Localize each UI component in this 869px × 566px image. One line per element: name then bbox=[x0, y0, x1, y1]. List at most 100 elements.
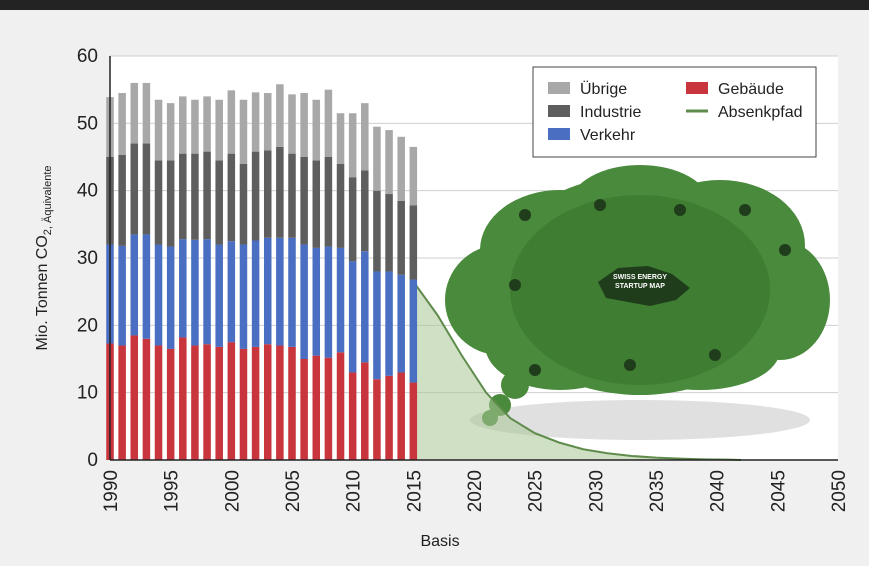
y-tick-label: 40 bbox=[77, 181, 98, 202]
bar-brige-2010 bbox=[348, 113, 357, 178]
bar-gebude-2014 bbox=[397, 372, 405, 460]
x-axis-title: Basis bbox=[420, 533, 459, 550]
stacked-bars bbox=[106, 82, 418, 460]
bar-brige-2005 bbox=[288, 94, 296, 154]
map-category-dot bbox=[594, 199, 606, 211]
x-tick-label: 2000 bbox=[222, 470, 243, 512]
legend: Übrige Gebäude Industrie Absenkpfad Verkehr bbox=[532, 66, 817, 158]
x-tick-labels: 1990 1995 2000 2005 2010 2015 2020 2025 2030 2035… bbox=[101, 470, 850, 512]
bar-gebude-2010 bbox=[348, 372, 357, 460]
bar-gebude-2000 bbox=[227, 342, 236, 460]
map-title-line1: SWISS ENERGY bbox=[613, 274, 667, 281]
map-category-dot bbox=[779, 244, 791, 256]
bar-industrie-2007 bbox=[312, 160, 321, 248]
bar-verkehr-1996 bbox=[179, 239, 187, 338]
bar-industrie-2008 bbox=[324, 157, 333, 247]
bar-gebude-2009 bbox=[336, 352, 345, 460]
map-bubble bbox=[501, 371, 529, 399]
bar-industrie-2003 bbox=[263, 150, 272, 238]
bar-industrie-2004 bbox=[276, 146, 284, 238]
bar-verkehr-2010 bbox=[348, 261, 357, 373]
y-tick-label: 20 bbox=[77, 315, 98, 336]
bar-brige-2015 bbox=[409, 146, 418, 206]
bar-gebude-1991 bbox=[118, 345, 126, 460]
bar-gebude-2015 bbox=[409, 382, 418, 460]
bar-brige-1992 bbox=[130, 82, 139, 144]
bar-gebude-2001 bbox=[239, 348, 248, 460]
legend-swatch bbox=[548, 105, 570, 117]
bar-verkehr-2008 bbox=[324, 246, 333, 358]
bar-brige-2001 bbox=[239, 99, 248, 164]
bar-brige-1995 bbox=[166, 103, 175, 161]
y-tick-label: 10 bbox=[77, 383, 98, 404]
bar-verkehr-1994 bbox=[154, 244, 163, 346]
bar-brige-2009 bbox=[336, 113, 345, 164]
bar-industrie-1997 bbox=[191, 153, 199, 240]
bar-brige-1996 bbox=[179, 96, 187, 154]
bar-verkehr-1993 bbox=[142, 234, 151, 339]
bar-verkehr-2005 bbox=[288, 237, 296, 347]
bar-industrie-2002 bbox=[251, 151, 260, 241]
absenkpfad-fill bbox=[413, 281, 741, 460]
bar-industrie-1995 bbox=[166, 160, 175, 247]
bar-industrie-2014 bbox=[397, 200, 405, 275]
bar-verkehr-2009 bbox=[336, 247, 345, 353]
map-category-dot bbox=[674, 204, 686, 216]
y-axis-title: Mio. Tonnen CO2, Äquivalente bbox=[34, 165, 54, 350]
bar-brige-1993 bbox=[142, 82, 151, 144]
y-tick-label: 30 bbox=[77, 248, 98, 269]
x-tick-label: 1995 bbox=[162, 470, 183, 512]
bar-industrie-2010 bbox=[348, 177, 357, 262]
map-category-dot bbox=[739, 204, 751, 216]
bar-brige-1997 bbox=[191, 99, 199, 154]
bar-industrie-1991 bbox=[118, 154, 126, 246]
bar-brige-1991 bbox=[118, 93, 126, 155]
bar-gebude-2006 bbox=[300, 359, 308, 460]
bar-verkehr-1991 bbox=[118, 245, 126, 346]
y-tick-label: 50 bbox=[77, 113, 98, 134]
legend-label: Industrie bbox=[580, 104, 641, 121]
legend-swatch bbox=[548, 82, 570, 94]
bar-verkehr-2015 bbox=[409, 279, 418, 383]
x-tick-label: 2005 bbox=[283, 470, 304, 512]
bar-brige-2004 bbox=[276, 84, 284, 147]
bar-verkehr-2002 bbox=[251, 240, 260, 347]
x-tick-label: 2025 bbox=[526, 470, 547, 512]
bar-gebude-1993 bbox=[142, 338, 151, 460]
x-tick-label: 2030 bbox=[586, 470, 607, 512]
legend-swatch bbox=[686, 82, 708, 94]
bar-industrie-1992 bbox=[130, 143, 139, 235]
bar-verkehr-1998 bbox=[203, 239, 211, 345]
map-category-dot bbox=[624, 359, 636, 371]
bar-gebude-2005 bbox=[288, 346, 296, 460]
bar-brige-2014 bbox=[397, 136, 405, 201]
bar-industrie-1993 bbox=[142, 143, 151, 235]
bar-brige-1999 bbox=[215, 99, 223, 161]
bar-brige-2000 bbox=[227, 90, 236, 154]
bar-gebude-2004 bbox=[276, 345, 284, 460]
bar-industrie-1996 bbox=[179, 153, 187, 240]
startup-map-inset: SWISS ENERGY STARTUP MAP bbox=[445, 165, 830, 440]
y-tick-label: 0 bbox=[87, 450, 98, 471]
x-tick-label: 2020 bbox=[465, 470, 486, 512]
x-tick-label: 1990 bbox=[101, 470, 122, 512]
legend-label: Verkehr bbox=[580, 127, 636, 144]
bar-industrie-2009 bbox=[336, 163, 345, 248]
bar-gebude-2012 bbox=[373, 379, 381, 460]
x-tick-label: 2050 bbox=[829, 470, 850, 512]
x-tick-label: 2015 bbox=[404, 470, 425, 512]
bar-industrie-1994 bbox=[154, 160, 163, 245]
bar-gebude-1994 bbox=[154, 345, 163, 460]
bar-verkehr-1997 bbox=[191, 239, 199, 346]
bar-verkehr-2007 bbox=[312, 247, 321, 356]
bar-brige-1998 bbox=[203, 96, 211, 152]
map-title-line2: STARTUP MAP bbox=[615, 283, 665, 290]
map-category-dot bbox=[529, 364, 541, 376]
bar-industrie-2006 bbox=[300, 157, 308, 245]
bar-verkehr-2001 bbox=[239, 244, 248, 349]
absenkpfad-area bbox=[412, 280, 741, 461]
legend-box bbox=[532, 66, 817, 158]
legend-label: Gebäude bbox=[718, 81, 784, 98]
bar-verkehr-2012 bbox=[373, 271, 381, 380]
x-tick-label: 2040 bbox=[708, 470, 729, 512]
